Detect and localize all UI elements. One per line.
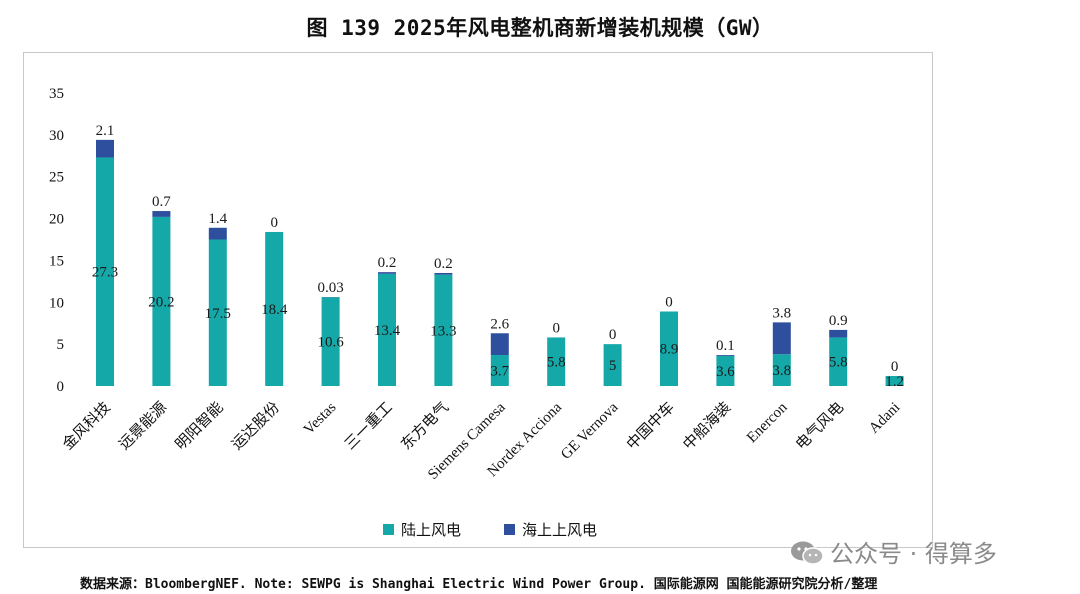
bar-onshore [265,231,284,386]
bar-offshore [716,355,735,356]
x-tick-label: Vestas [301,399,340,438]
y-tick-label: 35 [49,86,64,102]
bar-offshore [829,329,848,338]
bar-onshore [660,311,678,386]
legend: 陆上风电 海上上风电 [383,521,597,539]
bar-onshore [829,337,848,386]
data-label-onshore: 13.3 [430,323,456,339]
chart-title: 图 139 2025年风电整机商新增装机规模（GW） [306,16,774,40]
bar-onshore [885,375,904,386]
data-label-offshore: 0 [665,294,673,310]
x-tick-label: Enercon [744,399,791,446]
data-label-onshore: 27.3 [92,265,118,281]
data-label-offshore: 0 [270,215,278,231]
x-tick-label: Adani [866,400,903,437]
data-label-offshore: 0.2 [434,256,453,272]
x-tick-label: 金风科技 [59,399,113,453]
y-tick-label: 10 [49,295,64,311]
bar-offshore [378,272,396,274]
bar-onshore [490,355,509,386]
data-label-onshore: 10.6 [317,335,344,351]
data-label-offshore: 0 [891,359,899,375]
y-tick-label: 20 [49,212,64,228]
bar-onshore [152,216,171,386]
y-tick-label: 25 [49,170,64,186]
x-tick-label: 东方电气 [398,399,452,453]
bar-onshore [716,355,735,386]
data-label-onshore: 13.4 [374,323,401,339]
data-label-offshore: 0.2 [378,255,397,271]
data-label-onshore: 1.2 [885,374,904,390]
x-tick-label: 中船海装 [680,399,734,453]
data-label-onshore: 20.2 [148,294,174,310]
data-label-offshore: 0.9 [829,313,848,329]
wechat-icon [790,540,824,566]
data-label-onshore: 3.6 [716,364,735,380]
bar-onshore [321,297,340,386]
data-label-offshore: 1.4 [208,211,227,227]
bar-onshore [603,344,622,386]
data-label-offshore: 0.7 [152,194,171,210]
watermark: 公众号 · 得算多 [790,534,997,569]
x-tick-label: 中国中车 [623,399,677,453]
bars [96,139,904,386]
x-tick-label: 运达股份 [229,399,283,453]
data-label-onshore: 5.8 [547,355,566,371]
y-axis: 0 5 10 15 20 25 30 35 [49,86,64,395]
data-label-offshore: 0 [552,320,560,336]
data-label-offshore: 0 [609,327,617,343]
legend-swatch-onshore [383,524,394,535]
bar-labels: 27.3 2.1 20.2 0.7 17.5 1.4 18.4 0 10.6 0.03 13.4 0.… [92,123,904,390]
bar-onshore [547,337,566,386]
bar-onshore [96,157,114,386]
y-tick-label: 15 [49,253,64,269]
x-tick-label: 明阳智能 [171,398,226,453]
legend-label-onshore: 陆上风电 [401,521,461,539]
data-label-onshore: 5.8 [829,355,848,371]
legend-label-offshore: 海上上风电 [522,521,597,539]
y-tick-label: 30 [49,128,64,144]
x-tick-label: 三一重工 [341,399,395,453]
bar-offshore [490,333,509,356]
y-tick-label: 5 [57,337,65,353]
x-tick-label: GE Vernova [558,399,621,462]
bar-onshore [434,274,453,386]
bar-offshore [208,227,227,240]
x-tick-label: 电气风电 [793,399,847,453]
data-label-onshore: 17.5 [205,306,231,322]
data-label-offshore: 0.03 [317,280,343,296]
data-label-offshore: 0.1 [716,338,735,354]
bar-onshore [378,273,396,386]
bar-onshore [772,354,791,386]
bar-onshore [208,239,227,386]
data-label-onshore: 3.7 [490,364,509,380]
x-tick-label: 远景能源 [116,399,170,453]
data-label-onshore: 3.8 [772,363,791,379]
source-note: 数据来源：BloombergNEF. Note: SEWPG is Shangh… [80,577,878,592]
data-label-offshore: 3.8 [772,305,791,321]
data-label-onshore: 5 [609,358,617,374]
chart-frame [23,52,933,548]
data-label-onshore: 8.9 [660,342,679,358]
bar-offshore [96,139,114,158]
data-label-offshore: 2.6 [490,316,509,332]
watermark-text: 公众号 · 得算多 [830,540,997,568]
bar-offshore [434,272,453,275]
data-label-offshore: 2.1 [96,123,115,139]
y-tick-label: 0 [57,379,65,395]
data-label-onshore: 18.4 [261,302,288,318]
legend-swatch-offshore [504,524,515,535]
bar-offshore [152,211,171,217]
bar-offshore [772,322,791,355]
